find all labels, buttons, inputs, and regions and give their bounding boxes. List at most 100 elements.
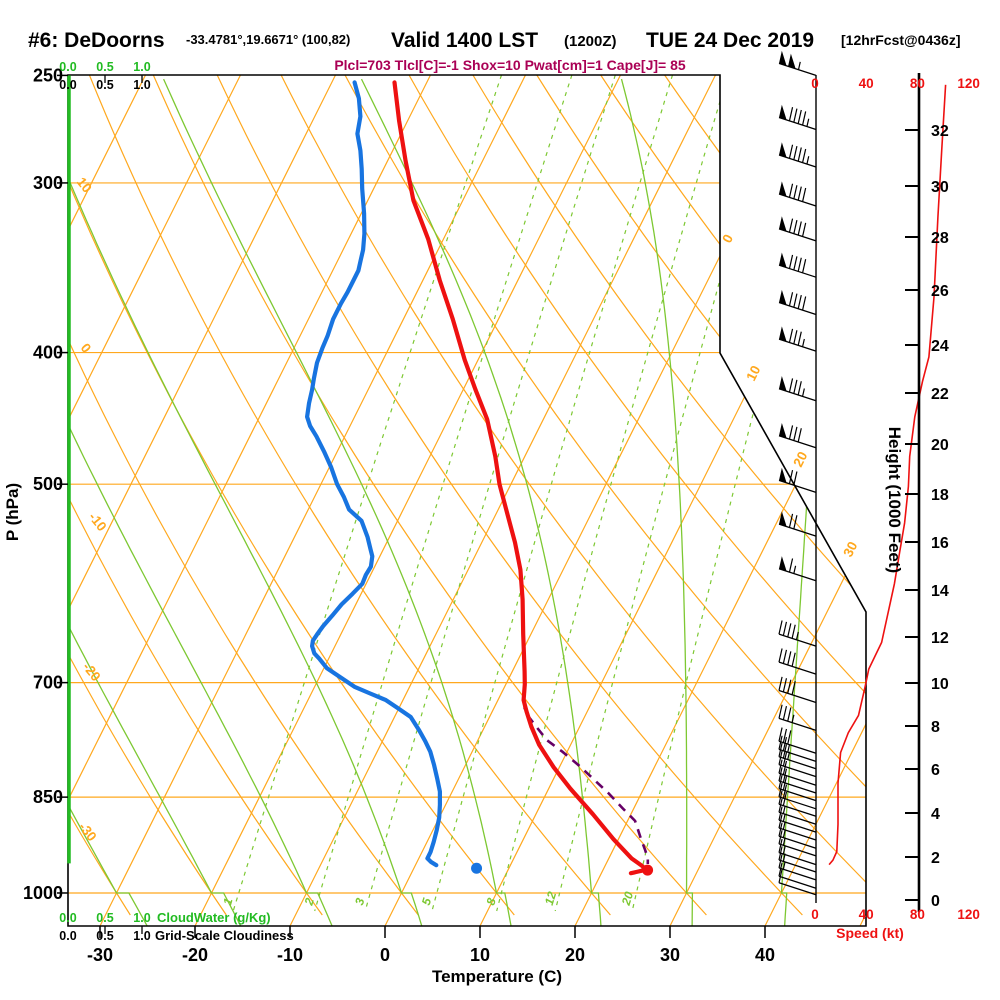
wind-barb-half-feather: [787, 744, 791, 753]
wind-barb-feather: [778, 750, 783, 765]
wind-barb: [778, 252, 817, 278]
height-tick-label: 10: [931, 676, 949, 693]
wind-barb-feather: [793, 146, 798, 160]
speed-tick-label-bottom: 120: [957, 907, 980, 922]
mixing-ratio-line: [631, 75, 844, 912]
wind-barb-shaft: [778, 228, 817, 242]
wind-barb-feather: [787, 730, 792, 745]
wind-barb-half-feather: [782, 829, 786, 838]
wind-barb-feather: [782, 678, 788, 693]
wind-barb-feather: [782, 760, 788, 775]
mixing-ratio-line: [314, 75, 573, 912]
dry-adiabat-label: 0: [78, 340, 94, 355]
wind-barb-half-feather: [782, 805, 786, 814]
height-tick-label: 26: [931, 283, 949, 300]
wind-barb-feather: [801, 259, 807, 273]
wind-barb-half-feather: [795, 631, 799, 640]
mixing-ratio-label: 12: [542, 890, 559, 907]
height-tick-label: 24: [931, 338, 949, 355]
wind-barb-shaft: [778, 717, 817, 731]
cloudwater-scale-top: 0.0: [59, 60, 76, 74]
wind-barb-feather: [778, 822, 783, 837]
isotherm-label: 10: [743, 363, 763, 383]
wind-barb-shaft: [778, 843, 817, 857]
wind-barb-half-feather: [806, 156, 810, 165]
isotherm-label: 20: [790, 449, 810, 469]
wind-barb-feather: [778, 704, 783, 719]
gridscale-scale-bottom: 0.0: [59, 929, 76, 943]
wind-barb-feather: [797, 428, 802, 443]
gridscale-scale-bottom: 1.0: [133, 929, 150, 943]
wind-barb-feather: [782, 776, 788, 791]
moist-adiabat-line: [68, 78, 424, 926]
wind-barb: [778, 289, 817, 316]
gridscale-legend: Grid-Scale Cloudiness: [155, 928, 294, 943]
wind-barb-half-feather: [801, 388, 805, 397]
wind-barb-feather: [793, 330, 798, 345]
dry-adiabat-line: [728, 75, 866, 916]
wind-barb: [778, 50, 817, 77]
wind-barb-pennant: [779, 556, 787, 572]
wind-barb: [778, 830, 817, 857]
wind-barb-feather: [787, 651, 792, 666]
height-axis-title: Height (1000 Feet): [885, 427, 904, 573]
wind-barb-pennant: [779, 326, 787, 342]
wind-barb-feather: [778, 783, 783, 797]
wind-barb: [778, 511, 817, 537]
wind-barb-feather: [778, 862, 783, 877]
pressure-tick-label: 300: [33, 173, 63, 193]
cloudwater-scale-top: 0.5: [96, 60, 113, 74]
wind-barb-feather: [782, 705, 788, 720]
gridscale-scale-bottom: 0.5: [96, 929, 113, 943]
temperature-tick-label: 10: [470, 945, 490, 965]
dry-adiabat-line: [68, 75, 227, 916]
wind-barb-shaft: [778, 568, 817, 582]
wind-barb-feather: [778, 727, 783, 742]
wind-barb-half-feather: [782, 813, 786, 822]
wind-barb-feather: [782, 649, 788, 664]
wind-barb-feather: [797, 257, 802, 272]
wind-barb-feather: [778, 798, 783, 813]
wind-barb-half-feather: [801, 338, 805, 347]
wind-barb-shaft: [778, 479, 817, 494]
isotherm-line: [859, 75, 866, 926]
dry-adiabat-line: [472, 75, 866, 916]
mixing-ratio-line: [364, 75, 616, 912]
speed-tick-label-top: 0: [811, 76, 819, 91]
cloudwater-scale-bottom: 0.0: [59, 911, 76, 925]
isotherm-line: [764, 75, 866, 926]
wind-barb-shaft: [778, 116, 817, 131]
wind-barb-pennant: [779, 376, 787, 392]
cloudwater-scale-top: 1.0: [133, 60, 150, 74]
valid-time: Valid 1400 LST: [391, 29, 538, 52]
dewpoint-curve: [305, 80, 442, 868]
wind-barb-feather: [793, 185, 798, 199]
wind-barb-pennant: [779, 181, 787, 197]
temperature-tick-label: -20: [182, 945, 208, 965]
params-line: Plcl=703 Tlcl[C]=-1 Shox=10 Pwat[cm]=1 C…: [334, 57, 686, 73]
wind-barb-feather: [778, 648, 783, 663]
wind-barb-feather: [788, 513, 794, 528]
wind-barb-feather: [797, 381, 802, 396]
wind-barb-feather: [778, 767, 783, 782]
wind-barb-feather: [788, 254, 794, 269]
wind-barb-feather: [787, 623, 792, 638]
dry-adiabat-label: -10: [86, 509, 110, 534]
wind-barb-feather: [793, 219, 798, 234]
wind-barb-shaft: [778, 689, 817, 704]
wind-barb-feather: [801, 148, 807, 163]
mixing-ratio-line: [554, 75, 778, 912]
wind-barb-feather: [788, 107, 794, 121]
wind-barb-pennant: [779, 142, 787, 158]
speed-tick-label-top: 120: [957, 76, 980, 91]
wind-barb-pennant: [779, 289, 787, 305]
station-coords: -33.4781°,19.6671° (100,82): [186, 32, 350, 47]
wind-barb: [778, 854, 817, 881]
mixing-ratio-label: 2: [301, 896, 317, 908]
temperature-tick-label: -30: [87, 945, 113, 965]
wind-barb-half-feather: [797, 61, 801, 70]
mixing-ratio-label: 5: [419, 896, 434, 907]
isotherm-line: [68, 75, 147, 926]
isotherm-label: 0: [719, 232, 736, 246]
